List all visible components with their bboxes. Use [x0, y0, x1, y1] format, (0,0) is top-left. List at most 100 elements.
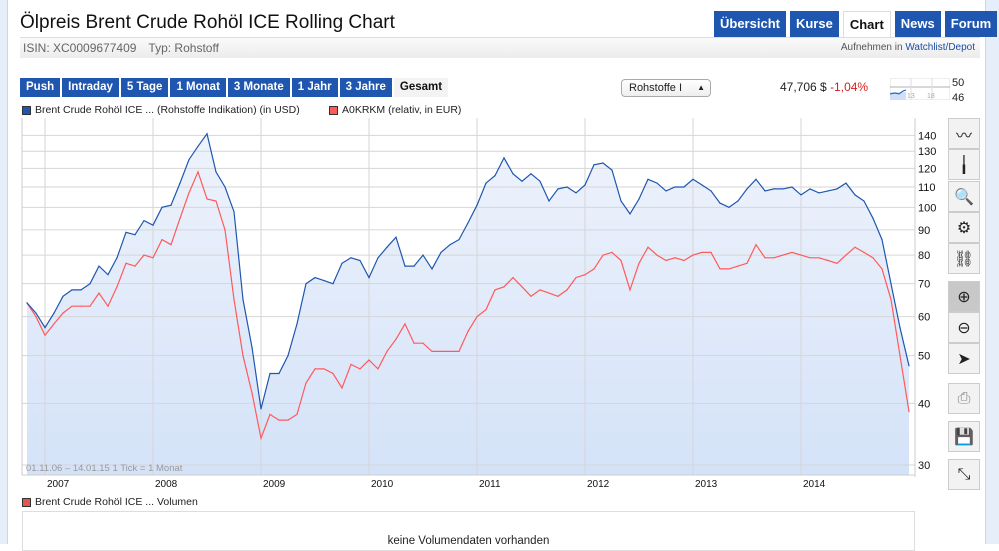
data-point-1 [602, 254, 604, 256]
data-point-0 [386, 246, 388, 248]
data-point-1 [773, 257, 775, 259]
tab-news[interactable]: News [894, 11, 941, 37]
bar-chart-button[interactable]: ╽ [948, 149, 980, 180]
data-point-1 [134, 265, 136, 267]
zoom-in-button[interactable]: ⊕ [948, 281, 980, 312]
data-point-1 [359, 368, 361, 370]
data-point-1 [215, 200, 217, 202]
zoom-in-icon: ⊕ [957, 288, 971, 306]
data-point-0 [296, 323, 298, 325]
page-scrollbar[interactable] [985, 0, 999, 544]
data-point-1 [476, 316, 478, 318]
print-button[interactable]: ⎙ [948, 383, 980, 414]
mini-chart[interactable]: 13 18 [890, 78, 950, 100]
legend-item-brent: Brent Crude Rohöl ICE ... (Rohstoffe Ind… [22, 104, 300, 116]
data-point-1 [566, 289, 568, 291]
watch-prefix: Aufnehmen in [840, 42, 903, 53]
data-point-1 [296, 413, 298, 415]
data-point-0 [566, 186, 568, 188]
data-point-0 [422, 254, 424, 256]
data-point-0 [710, 190, 712, 192]
period-1-monat[interactable]: 1 Monat [170, 78, 226, 97]
period-3-monate[interactable]: 3 Monate [227, 78, 290, 97]
data-point-1 [80, 305, 82, 307]
data-point-1 [332, 372, 334, 375]
data-point-1 [314, 368, 316, 370]
y-tick-label: 130 [918, 146, 936, 158]
data-point-0 [269, 372, 271, 375]
data-point-0 [485, 182, 487, 184]
save-button[interactable]: 💾 [948, 421, 980, 452]
comparison-select[interactable]: Rohstoffe I ▲ [621, 79, 711, 97]
select-arrows-icon: ▲ [697, 83, 705, 92]
range-label: 01.11.06 – 14.01.15 1 Tick = 1 Monat [26, 463, 183, 474]
data-point-0 [845, 182, 847, 184]
type: Typ: Rohstoff [148, 41, 219, 55]
data-point-0 [521, 180, 523, 182]
spark-x-label: 18 [927, 93, 935, 100]
data-point-1 [98, 292, 100, 294]
legend-swatch [329, 105, 338, 115]
period-5-tage[interactable]: 5 Tage [120, 78, 169, 97]
data-point-1 [152, 257, 154, 259]
data-point-0 [332, 283, 334, 285]
data-point-0 [737, 200, 739, 202]
data-point-0 [53, 312, 55, 314]
data-point-1 [260, 437, 262, 439]
chart-zoom-button[interactable]: 🔍 [948, 181, 980, 212]
period-push[interactable]: Push [20, 78, 61, 97]
period-intraday[interactable]: Intraday [62, 78, 119, 97]
data-point-1 [323, 368, 325, 370]
tab-uebersicht[interactable]: Übersicht [714, 11, 786, 37]
data-point-1 [422, 342, 424, 344]
data-point-1 [899, 355, 901, 357]
data-point-0 [620, 200, 622, 202]
data-point-1 [881, 268, 883, 270]
data-point-1 [503, 286, 505, 288]
data-point-0 [368, 277, 370, 279]
period-3-jahre[interactable]: 3 Jahre [339, 78, 392, 97]
link-button[interactable]: ⛓ [948, 243, 980, 274]
pointer-button[interactable]: ➤ [948, 343, 980, 374]
collapse-button[interactable]: ⤡ [948, 459, 980, 490]
data-point-1 [593, 268, 595, 270]
data-point-0 [791, 186, 793, 188]
data-point-0 [341, 262, 343, 264]
zoom-out-button[interactable]: ⊖ [948, 312, 980, 343]
line-chart-button[interactable]: 〰 [948, 118, 980, 149]
data-point-0 [593, 164, 595, 166]
isin: ISIN: XC0009677409 [23, 41, 137, 55]
data-point-0 [782, 188, 784, 190]
x-tick-label: 2008 [155, 479, 178, 490]
tab-kurse[interactable]: Kurse [789, 11, 839, 37]
data-point-1 [800, 254, 802, 256]
data-point-1 [539, 289, 541, 291]
print-icon: ⎙ [957, 389, 971, 407]
data-point-0 [512, 173, 514, 175]
y-tick-label: 70 [918, 279, 930, 291]
tab-chart[interactable]: Chart [842, 11, 891, 37]
x-tick-label: 2009 [263, 479, 286, 490]
nav-tabs: Übersicht Kurse Chart News Forum [714, 11, 998, 37]
data-point-1 [125, 262, 127, 264]
data-point-1 [872, 257, 874, 259]
data-point-1 [431, 350, 433, 352]
spark-x-label: 13 [907, 93, 915, 100]
period-1-jahr[interactable]: 1 Jahr [291, 78, 338, 97]
data-point-1 [656, 254, 658, 256]
info-bar: ISIN: XC0009677409 Typ: Rohstoff Aufnehme… [20, 37, 980, 58]
data-point-0 [251, 346, 253, 348]
period-gesamt[interactable]: Gesamt [393, 78, 449, 97]
watchlist-link[interactable]: Watchlist/Depot [905, 42, 975, 53]
settings-gears-button[interactable]: ⚙ [948, 212, 980, 243]
data-point-0 [818, 192, 820, 194]
price-chart[interactable]: 30 40 50 60 70 80 90 100 110 120 130 140 2007 2008 200… [0, 0, 999, 500]
data-point-0 [647, 178, 649, 180]
data-point-1 [386, 350, 388, 352]
tab-forum[interactable]: Forum [944, 11, 998, 37]
data-point-0 [539, 180, 541, 182]
data-point-0 [233, 211, 235, 213]
line-chart-icon: 〰 [955, 127, 972, 145]
data-point-1 [179, 217, 181, 219]
data-point-1 [161, 239, 163, 241]
